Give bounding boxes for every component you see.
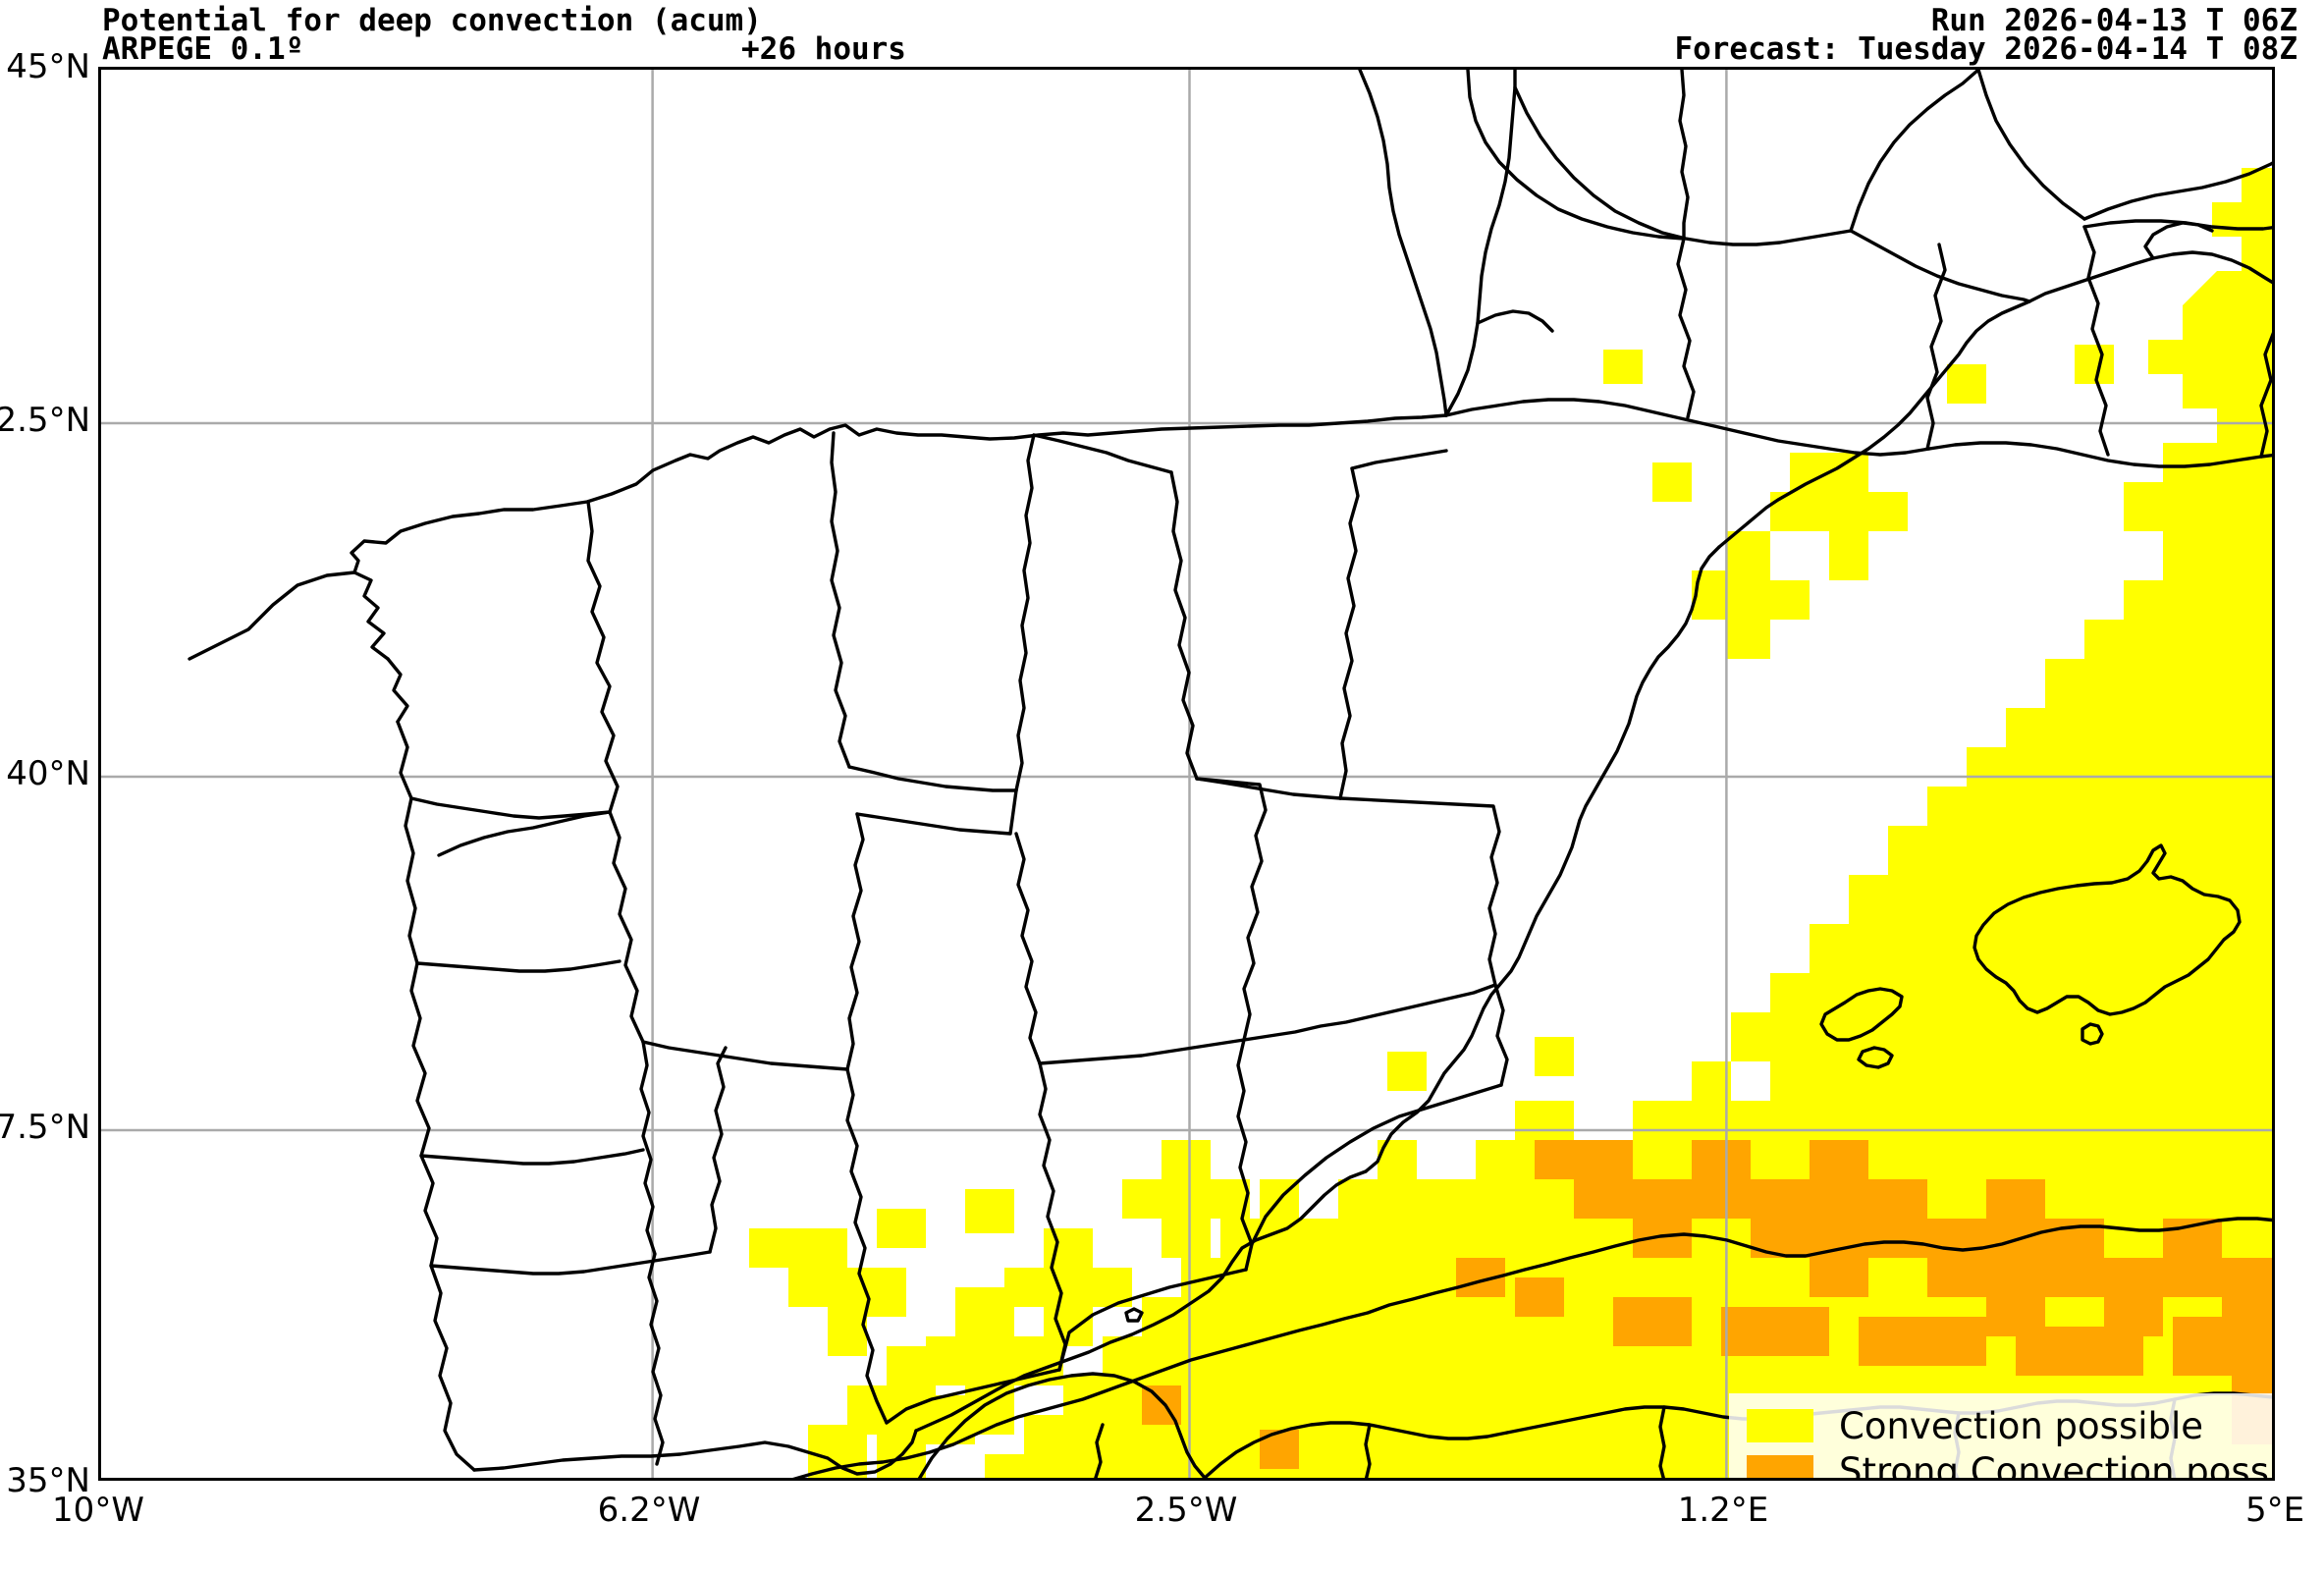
legend-swatch-convection: [1747, 1409, 1813, 1443]
map-legend: Convection possible Strong Convection po…: [1729, 1393, 2272, 1481]
xtick-label-10w: 10°W: [52, 1491, 144, 1530]
legend-item-convection: Convection possible: [1747, 1404, 2272, 1447]
ytick-label-42-5n: 42.5°N: [0, 401, 90, 440]
xtick-label-5e: 5°E: [2244, 1491, 2305, 1530]
legend-label-convection: Convection possible: [1839, 1404, 2204, 1447]
forecast-valid-label: Forecast: Tuesday 2026-04-14 T 08Z: [1674, 31, 2297, 67]
model-label: ARPEGE 0.1º: [102, 31, 304, 67]
xtick-label-6-2w: 6.2°W: [597, 1491, 701, 1530]
legend-swatch-strong-convection: [1747, 1454, 1813, 1478]
ytick-label-45n: 45°N: [6, 47, 90, 86]
ytick-label-40n: 40°N: [6, 754, 90, 793]
map-canvas: [101, 70, 2272, 1478]
legend-label-strong-convection: Strong Convection possible: [1839, 1450, 2272, 1481]
convection-possible-region: [749, 168, 2272, 1478]
ytick-label-37-5n: 37.5°N: [0, 1108, 90, 1147]
strong-convection-possible-region: [1142, 1140, 2272, 1469]
map-plot-area: Convection possible Strong Convection po…: [98, 67, 2275, 1481]
xtick-label-2-5w: 2.5°W: [1134, 1491, 1238, 1530]
chart-title: Potential for deep convection (acum): [102, 3, 762, 38]
run-timestamp-label: Run 2026-04-13 T 06Z: [1930, 3, 2297, 38]
legend-item-strong-convection: Strong Convection possible: [1747, 1450, 2272, 1481]
xtick-label-1-2e: 1.2°E: [1677, 1491, 1769, 1530]
lead-time-label: +26 hours: [741, 31, 906, 67]
ytick-label-35n: 35°N: [6, 1461, 90, 1500]
convection-shading-layer: [749, 168, 2272, 1478]
